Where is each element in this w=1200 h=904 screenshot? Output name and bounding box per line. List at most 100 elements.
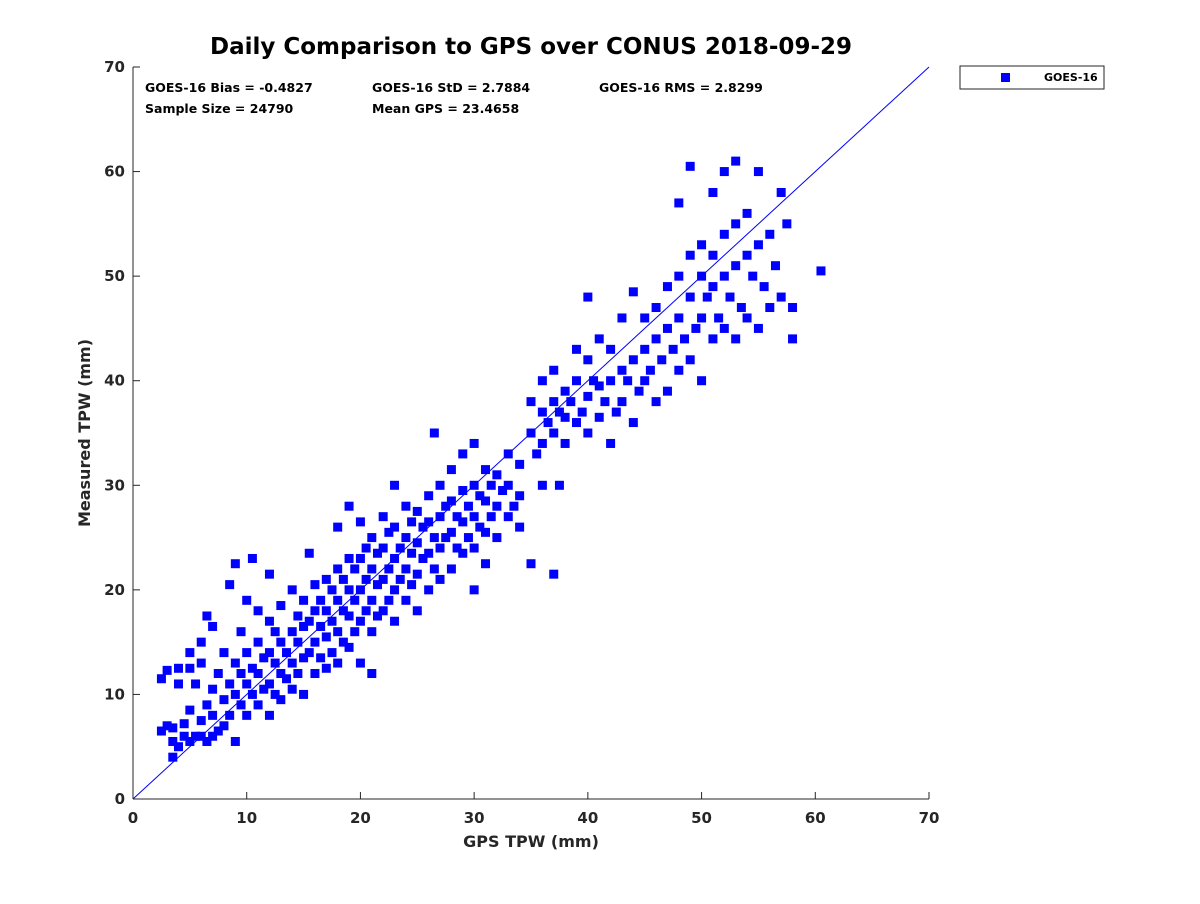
data-point (179, 731, 189, 741)
data-point (407, 548, 417, 558)
data-point (310, 637, 320, 647)
x-tick-label: 20 (350, 809, 371, 827)
data-point (458, 486, 468, 496)
data-point (537, 480, 547, 490)
data-point (742, 208, 752, 218)
one-to-one-reference-line (132, 66, 930, 800)
data-point (583, 292, 593, 302)
data-point (691, 323, 701, 333)
data-point (617, 365, 627, 375)
data-point (372, 611, 382, 621)
data-point (372, 580, 382, 590)
data-point (247, 663, 257, 673)
data-point (276, 601, 286, 611)
data-point (645, 365, 655, 375)
data-point (674, 271, 684, 281)
data-point (264, 710, 274, 720)
data-point (486, 480, 496, 490)
data-point (191, 679, 201, 689)
data-point (253, 669, 263, 679)
data-point (338, 606, 348, 616)
data-point (492, 470, 502, 480)
data-point (412, 606, 422, 616)
data-point (173, 679, 183, 689)
data-point (293, 611, 303, 621)
data-point (327, 648, 337, 658)
data-point (338, 637, 348, 647)
data-point (173, 742, 183, 752)
data-points (156, 156, 826, 762)
data-point (526, 559, 536, 569)
data-point (282, 648, 292, 658)
data-point (378, 606, 388, 616)
data-point (350, 564, 360, 574)
data-point (697, 376, 707, 386)
data-point (219, 648, 229, 658)
data-point (316, 653, 326, 663)
data-point (674, 313, 684, 323)
data-point (412, 538, 422, 548)
data-point (549, 569, 559, 579)
data-point (606, 344, 616, 354)
data-point (731, 156, 741, 166)
data-point (236, 627, 246, 637)
data-point (708, 334, 718, 344)
data-point (395, 574, 405, 584)
rms-stat: GOES-16 RMS = 2.8299 (599, 80, 763, 95)
data-point (185, 736, 195, 746)
legend-box (959, 65, 1105, 90)
data-point (776, 187, 786, 197)
data-point (333, 564, 343, 574)
data-point (424, 585, 434, 595)
data-point (532, 449, 542, 459)
data-point (651, 334, 661, 344)
data-point (344, 611, 354, 621)
data-point (543, 418, 553, 428)
data-point (611, 407, 621, 417)
data-point (600, 397, 610, 407)
data-point (628, 418, 638, 428)
data-point (230, 559, 240, 569)
data-point (361, 543, 371, 553)
data-point (276, 695, 286, 705)
data-point (168, 752, 178, 762)
legend: GOES-16 (959, 65, 1105, 90)
data-point (196, 716, 206, 726)
data-point (293, 669, 303, 679)
data-point (549, 397, 559, 407)
data-point (372, 548, 382, 558)
data-point (657, 355, 667, 365)
data-point (685, 292, 695, 302)
data-point (344, 585, 354, 595)
data-point (350, 627, 360, 637)
data-point (441, 533, 451, 543)
data-point (168, 723, 178, 733)
data-point (725, 292, 735, 302)
data-point (344, 553, 354, 563)
data-point (475, 522, 485, 532)
data-point (253, 700, 263, 710)
data-point (390, 616, 400, 626)
y-tick-label: 60 (104, 163, 125, 181)
data-point (208, 621, 218, 631)
data-point (316, 595, 326, 605)
data-point (469, 512, 479, 522)
data-point (185, 663, 195, 673)
data-point (537, 407, 547, 417)
data-point (156, 674, 166, 684)
x-axis-ticks: 0 10 20 30 40 50 60 70 (128, 792, 939, 827)
data-point (276, 669, 286, 679)
sample-size-stat: Sample Size = 24790 (145, 101, 294, 116)
data-point (583, 428, 593, 438)
data-point (446, 465, 456, 475)
data-point (424, 548, 434, 558)
data-point (560, 386, 570, 396)
data-point (378, 574, 388, 584)
data-point (714, 313, 724, 323)
data-point (213, 726, 223, 736)
data-point (247, 553, 257, 563)
data-point (668, 344, 678, 354)
data-point (702, 292, 712, 302)
data-point (498, 486, 508, 496)
